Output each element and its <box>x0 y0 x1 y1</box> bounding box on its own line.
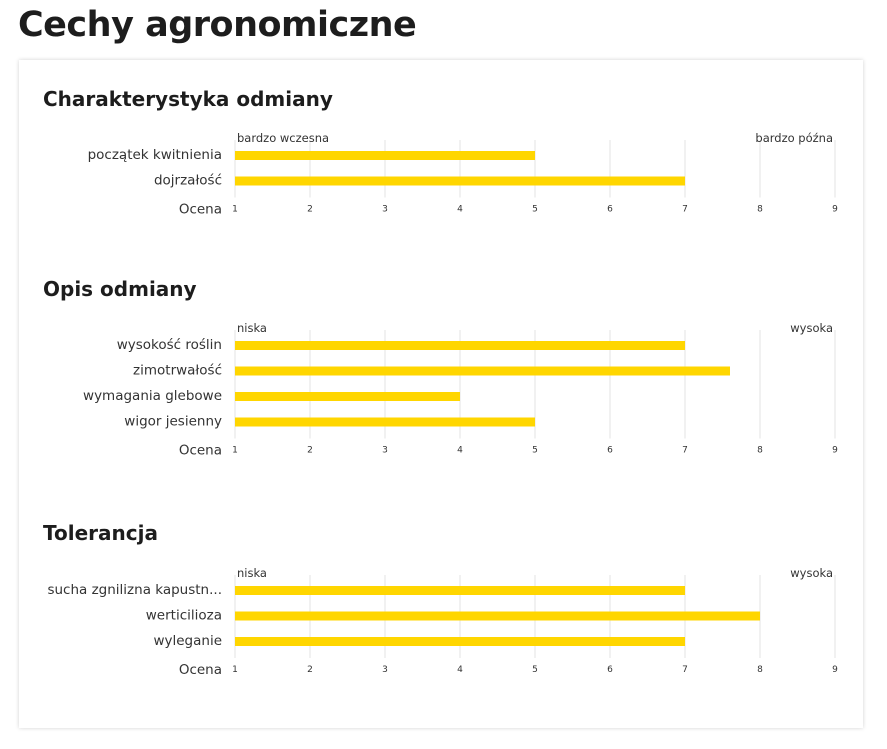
category-label: wyleganie <box>153 633 222 649</box>
scale-max-label: wysoka <box>790 566 833 580</box>
category-label: wigor jesienny <box>124 414 222 430</box>
category-label: sucha zgnilizna kapustn... <box>47 582 222 598</box>
tick-label: 9 <box>832 665 838 675</box>
bar <box>235 151 535 160</box>
tick-label: 6 <box>607 446 613 456</box>
tick-label: 6 <box>607 665 613 675</box>
section-title-charakterystyka: Charakterystyka odmiany <box>43 87 333 111</box>
tick-label: 4 <box>457 446 463 456</box>
bar <box>235 417 535 427</box>
chart-tolerancja: niska wysoka sucha zgnilizna kapustn... wer… <box>19 563 863 689</box>
chart-svg-opis: niska wysoka wysokość roślin zimotrwałość wy… <box>83 321 838 459</box>
section-title-opis: Opis odmiany <box>43 277 197 301</box>
tick-label: 7 <box>682 205 688 215</box>
category-label: wysokość roślin <box>117 337 222 353</box>
tick-label: 4 <box>457 665 463 675</box>
tick-label: 4 <box>457 205 463 215</box>
chart-svg-tolerancja: niska wysoka sucha zgnilizna kapustn... wer… <box>47 566 838 678</box>
tick-label: 9 <box>832 205 838 215</box>
section-title-tolerancja: Tolerancja <box>43 521 158 545</box>
tick-label: 2 <box>307 446 313 456</box>
tick-label: 6 <box>607 205 613 215</box>
category-label: zimotrwałość <box>133 363 222 379</box>
bar <box>235 611 760 621</box>
scale-max-label: bardzo późna <box>755 131 833 145</box>
bar <box>235 341 685 350</box>
bar <box>235 392 460 401</box>
bar <box>235 637 685 646</box>
x-axis-label: Ocena <box>179 662 222 678</box>
bar <box>235 586 685 595</box>
tick-label: 5 <box>532 665 538 675</box>
scale-min-label: bardzo wczesna <box>237 131 329 145</box>
tick-label: 8 <box>757 205 763 215</box>
tick-label: 1 <box>232 446 238 456</box>
category-label: werticilioza <box>146 608 222 624</box>
tick-label: 8 <box>757 665 763 675</box>
tick-label: 2 <box>307 665 313 675</box>
scale-min-label: niska <box>237 321 267 335</box>
tick-label: 3 <box>382 446 388 456</box>
bar <box>235 176 685 186</box>
tick-label: 9 <box>832 446 838 456</box>
tick-label: 1 <box>232 205 238 215</box>
x-axis-label: Ocena <box>179 443 222 459</box>
tick-label: 2 <box>307 205 313 215</box>
tick-label: 7 <box>682 665 688 675</box>
scale-max-label: wysoka <box>790 321 833 335</box>
chart-charakterystyka: bardzo wczesna bardzo późna początek kwitn… <box>19 128 863 228</box>
tick-label: 5 <box>532 446 538 456</box>
category-label: wymagania glebowe <box>83 388 222 404</box>
category-label: początek kwitnienia <box>88 147 222 163</box>
tick-label: 3 <box>382 665 388 675</box>
chart-opis: niska wysoka wysokość roślin zimotrwałość wy… <box>19 318 863 470</box>
agronomic-traits-card: Charakterystyka odmiany bardzo wczesna ba… <box>19 60 863 728</box>
tick-label: 1 <box>232 665 238 675</box>
tick-label: 3 <box>382 205 388 215</box>
chart-svg-charakterystyka: bardzo wczesna bardzo późna początek kwitn… <box>88 131 839 218</box>
page-title: Cechy agronomiczne <box>18 5 417 45</box>
tick-label: 5 <box>532 205 538 215</box>
tick-label: 7 <box>682 446 688 456</box>
bar <box>235 366 730 376</box>
scale-min-label: niska <box>237 566 267 580</box>
x-axis-label: Ocena <box>179 202 222 218</box>
category-label: dojrzałość <box>154 173 222 189</box>
tick-label: 8 <box>757 446 763 456</box>
